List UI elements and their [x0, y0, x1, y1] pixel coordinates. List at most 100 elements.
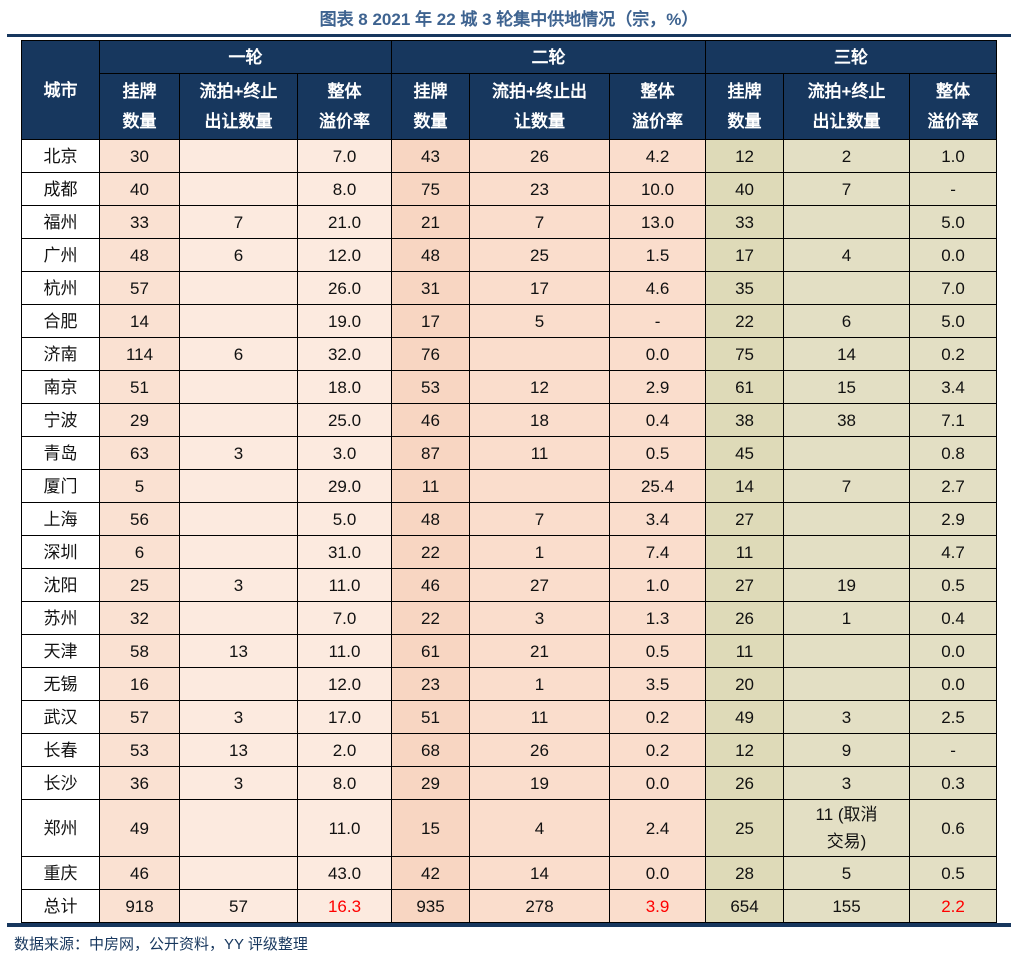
- value-cell: 25: [99, 568, 180, 602]
- header-r3-premium: 整体 溢价率: [909, 73, 998, 140]
- city-cell: 长沙: [21, 766, 100, 800]
- value-cell: 654: [705, 889, 785, 923]
- value-cell: 3.0: [296, 436, 393, 470]
- value-cell: 2: [783, 139, 911, 173]
- table-row: 苏州 32 7.0 22 3 1.3 26 1 0.4: [21, 601, 998, 635]
- value-cell: -: [909, 733, 998, 767]
- value-cell: 15: [391, 799, 471, 857]
- value-cell: 26.0: [296, 271, 393, 305]
- value-cell: 2.4: [609, 799, 707, 857]
- header-line: 数量: [122, 111, 157, 131]
- value-cell: 63: [99, 436, 180, 470]
- value-cell: 33: [705, 205, 785, 239]
- value-cell: 0.0: [609, 856, 707, 890]
- value-cell: 0.0: [909, 238, 998, 272]
- value-cell: 40: [705, 172, 785, 206]
- value-cell: 3: [179, 700, 298, 734]
- value-cell: 19: [783, 568, 911, 602]
- value-cell: 2.0: [296, 733, 393, 767]
- data-source: 数据来源：中房网，公开资料，YY 评级整理: [14, 936, 308, 953]
- header-line: 出让数量: [812, 111, 881, 131]
- table-body: 北京 30 7.0 43 26 4.2 12 2 1.0 成都 40 8.0 75 23 10.0 40 7- 福…: [21, 139, 998, 923]
- value-cell: 42: [391, 856, 471, 890]
- value-cell: [179, 502, 298, 536]
- value-cell: 21: [391, 205, 471, 239]
- value-cell: 29: [99, 403, 180, 437]
- value-cell: 3.4: [609, 502, 707, 536]
- header-line: 溢价率: [927, 111, 979, 131]
- value-cell: 155: [783, 889, 911, 923]
- city-cell: 成都: [21, 172, 100, 206]
- value-cell: 21.0: [296, 205, 393, 239]
- value-cell: 2.5: [909, 700, 998, 734]
- value-cell: 51: [391, 700, 471, 734]
- table-row: 成都 40 8.0 75 23 10.0 40 7-: [21, 172, 998, 206]
- value-cell: 35: [705, 271, 785, 305]
- city-cell: 杭州: [21, 271, 100, 305]
- value-cell: [469, 337, 611, 371]
- value-cell: 0.5: [609, 634, 707, 668]
- header-r3-listed: 挂牌 数量: [705, 73, 785, 140]
- value-cell: 12: [705, 733, 785, 767]
- header-round-2: 二轮: [391, 40, 707, 74]
- value-cell: [179, 469, 298, 503]
- header-round-3: 三轮: [705, 40, 998, 74]
- value-cell: 3: [179, 436, 298, 470]
- header-line: 挂牌: [413, 81, 448, 101]
- value-cell: 5.0: [909, 304, 998, 338]
- header-city: 城市: [21, 40, 100, 140]
- value-cell: 43: [391, 139, 471, 173]
- value-cell: 2.9: [609, 370, 707, 404]
- header-r2-premium: 整体 溢价率: [609, 73, 707, 140]
- value-cell: 48: [391, 502, 471, 536]
- value-cell: 0.5: [909, 568, 998, 602]
- value-cell: 11: [705, 535, 785, 569]
- value-cell: 61: [705, 370, 785, 404]
- value-cell: 7.4: [609, 535, 707, 569]
- value-cell: 4: [469, 799, 611, 857]
- value-cell: 14: [469, 856, 611, 890]
- value-cell: 0.0: [609, 766, 707, 800]
- value-cell: 0.5: [909, 856, 998, 890]
- value-cell: 1: [783, 601, 911, 635]
- value-cell: 7: [179, 205, 298, 239]
- header-line: 让数量: [514, 111, 566, 131]
- value-cell: 17: [391, 304, 471, 338]
- value-cell: 7: [783, 172, 911, 206]
- header-line: 流拍+终止: [199, 81, 278, 101]
- value-cell: 7: [469, 205, 611, 239]
- value-cell: [783, 502, 911, 536]
- table-row: 郑州 49 11.0 15 4 2.4 25 11 (取消 交易) 0.6: [21, 799, 998, 857]
- value-cell: 0.4: [909, 601, 998, 635]
- city-cell: 福州: [21, 205, 100, 239]
- value-cell: 76: [391, 337, 471, 371]
- value-cell: 48: [391, 238, 471, 272]
- value-cell: 33: [99, 205, 180, 239]
- value-cell: 10.0: [609, 172, 707, 206]
- value-cell: 1.5: [609, 238, 707, 272]
- value-cell: 0.0: [909, 667, 998, 701]
- value-cell: 16.3: [296, 889, 393, 923]
- value-cell: 0.0: [909, 634, 998, 668]
- value-cell: 11.0: [296, 799, 393, 857]
- value-cell: 57: [179, 889, 298, 923]
- value-cell: 28: [705, 856, 785, 890]
- value-cell: 0.8: [909, 436, 998, 470]
- city-cell: 上海: [21, 502, 100, 536]
- value-cell: 57: [99, 271, 180, 305]
- header-line: 数量: [727, 111, 762, 131]
- value-cell: 3.4: [909, 370, 998, 404]
- value-cell: 7: [469, 502, 611, 536]
- value-cell: 11.0: [296, 568, 393, 602]
- header-r1-failed: 流拍+终止 出让数量: [179, 73, 298, 140]
- header-r3-failed: 流拍+终止 出让数量: [783, 73, 911, 140]
- value-cell: [179, 172, 298, 206]
- value-cell: 4: [783, 238, 911, 272]
- value-cell: 26: [469, 139, 611, 173]
- table-row: 武汉 57 3 17.0 51 11 0.2 49 3 2.5: [21, 700, 998, 734]
- value-cell: 11: [391, 469, 471, 503]
- value-cell: 57: [99, 700, 180, 734]
- value-cell: 17.0: [296, 700, 393, 734]
- city-cell: 广州: [21, 238, 100, 272]
